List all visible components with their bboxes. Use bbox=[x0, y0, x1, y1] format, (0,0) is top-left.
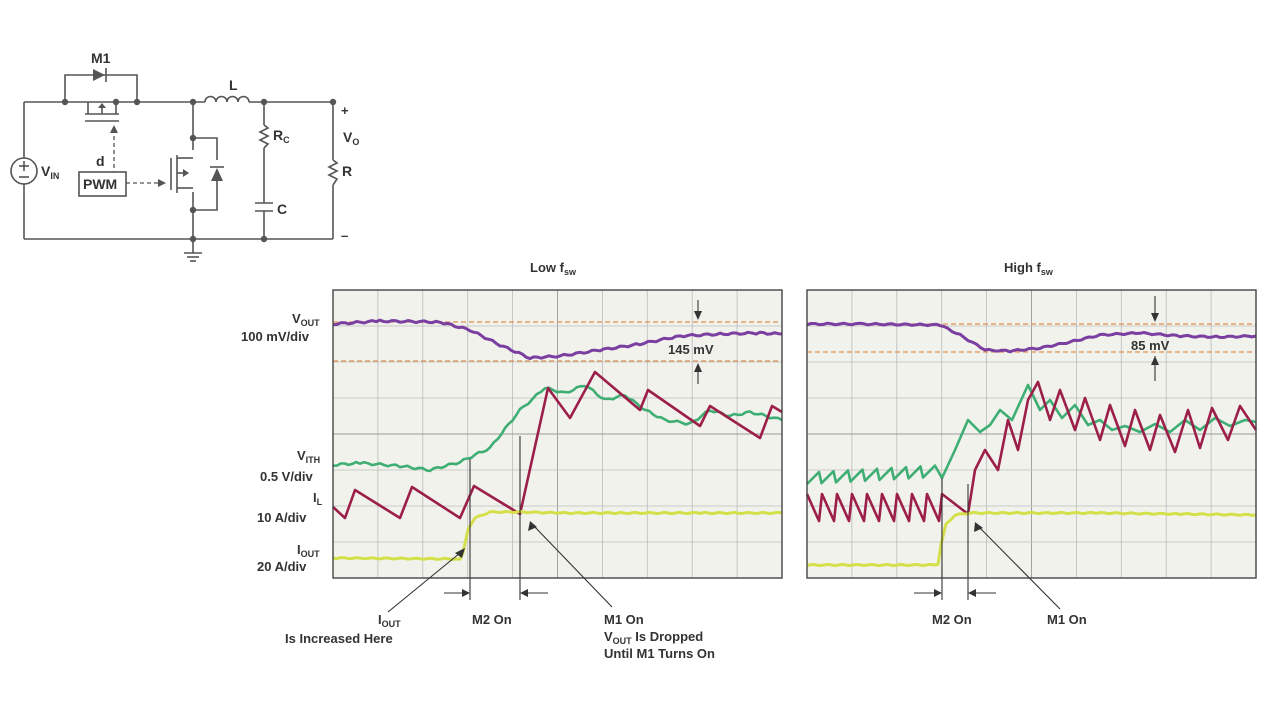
arrow-icon bbox=[455, 548, 465, 558]
node-dot bbox=[189, 206, 197, 214]
vith-trace bbox=[806, 383, 1257, 485]
arrow-icon bbox=[974, 522, 983, 532]
m1-label: M1 bbox=[91, 50, 111, 66]
il-trace bbox=[805, 380, 1258, 523]
vin-label: VIN bbox=[41, 163, 59, 181]
arrow-right-icon bbox=[462, 589, 470, 597]
scope-plot-low: 145 mV bbox=[332, 289, 783, 600]
arrow-up-icon bbox=[110, 125, 118, 133]
m2-diode-icon bbox=[210, 166, 224, 181]
minus-label: – bbox=[341, 228, 348, 243]
arrow-left-icon bbox=[968, 589, 976, 597]
il-channel-scale: 10 A/div bbox=[257, 510, 307, 525]
delta-label-high: 85 mV bbox=[1131, 338, 1170, 353]
r-label: R bbox=[342, 163, 352, 179]
rc-label: RC bbox=[273, 127, 290, 145]
buck-converter-schematic: M1 L RC C R VO + – VIN d PWM bbox=[10, 50, 359, 262]
m1-on-label-low: M1 On bbox=[604, 612, 644, 627]
inductor-label: L bbox=[229, 77, 238, 93]
arrow-left-icon bbox=[520, 589, 528, 597]
plot-low-title: Low fsw bbox=[530, 260, 577, 277]
pwm-label: PWM bbox=[83, 176, 117, 192]
delta-label-low: 145 mV bbox=[668, 342, 714, 357]
node-dot bbox=[260, 98, 268, 106]
node-dot bbox=[189, 98, 197, 106]
arrow-right-icon bbox=[158, 179, 166, 187]
vith-channel-scale: 0.5 V/div bbox=[260, 469, 314, 484]
plot-high-title: High fsw bbox=[1004, 260, 1054, 277]
node-dot bbox=[61, 98, 69, 106]
ground-icon bbox=[184, 239, 202, 262]
vout-channel-name: VOUT bbox=[292, 311, 320, 328]
iout-channel-name: IOUT bbox=[297, 542, 320, 559]
inductor-icon bbox=[204, 95, 250, 103]
m2-mosfet-icon bbox=[170, 155, 193, 193]
duty-label: d bbox=[96, 153, 105, 169]
arrow-down-icon bbox=[1151, 313, 1159, 322]
il-channel-name: IL bbox=[313, 490, 323, 507]
iout-trace bbox=[332, 509, 783, 561]
arrow-down-icon bbox=[694, 311, 702, 320]
iout-channel-scale: 20 A/div bbox=[257, 559, 307, 574]
m2-on-label-low: M2 On bbox=[472, 612, 512, 627]
voltage-source-icon bbox=[10, 157, 38, 185]
until-m1-label: Until M1 Turns On bbox=[604, 646, 715, 661]
resistor-load-icon bbox=[327, 159, 339, 186]
resistor-rc-icon bbox=[258, 124, 270, 149]
vout-trace bbox=[332, 318, 783, 361]
capacitor-icon bbox=[255, 202, 273, 215]
vith-channel-name: VITH bbox=[297, 448, 320, 465]
m1-mosfet-icon bbox=[85, 102, 119, 122]
node-dot bbox=[133, 98, 141, 106]
vout-dropped-label: VOUT Is Dropped bbox=[604, 629, 703, 646]
il-trace bbox=[332, 370, 783, 520]
node-dot bbox=[260, 235, 268, 243]
iout-increased-label-1: IOUT bbox=[378, 612, 401, 629]
node-dot bbox=[189, 134, 197, 142]
arrow-up-icon bbox=[694, 363, 702, 372]
m2-on-label-high: M2 On bbox=[932, 612, 972, 627]
vo-label: VO bbox=[343, 129, 359, 147]
arrow-right-icon bbox=[934, 589, 942, 597]
pwm-block bbox=[78, 171, 127, 197]
m1-diode-icon bbox=[93, 68, 107, 82]
m1-on-label-high: M1 On bbox=[1047, 612, 1087, 627]
node-dot bbox=[329, 98, 337, 106]
iout-increased-label-2: Is Increased Here bbox=[285, 631, 393, 646]
plus-label: + bbox=[341, 103, 349, 118]
c-label: C bbox=[277, 201, 287, 217]
vout-trace bbox=[806, 321, 1257, 354]
scope-plot-high: 85 mV bbox=[805, 289, 1258, 600]
vout-channel-scale: 100 mV/div bbox=[241, 329, 310, 344]
arrow-up-icon bbox=[1151, 356, 1159, 365]
iout-trace bbox=[806, 510, 1257, 568]
arrow-icon bbox=[528, 521, 537, 531]
